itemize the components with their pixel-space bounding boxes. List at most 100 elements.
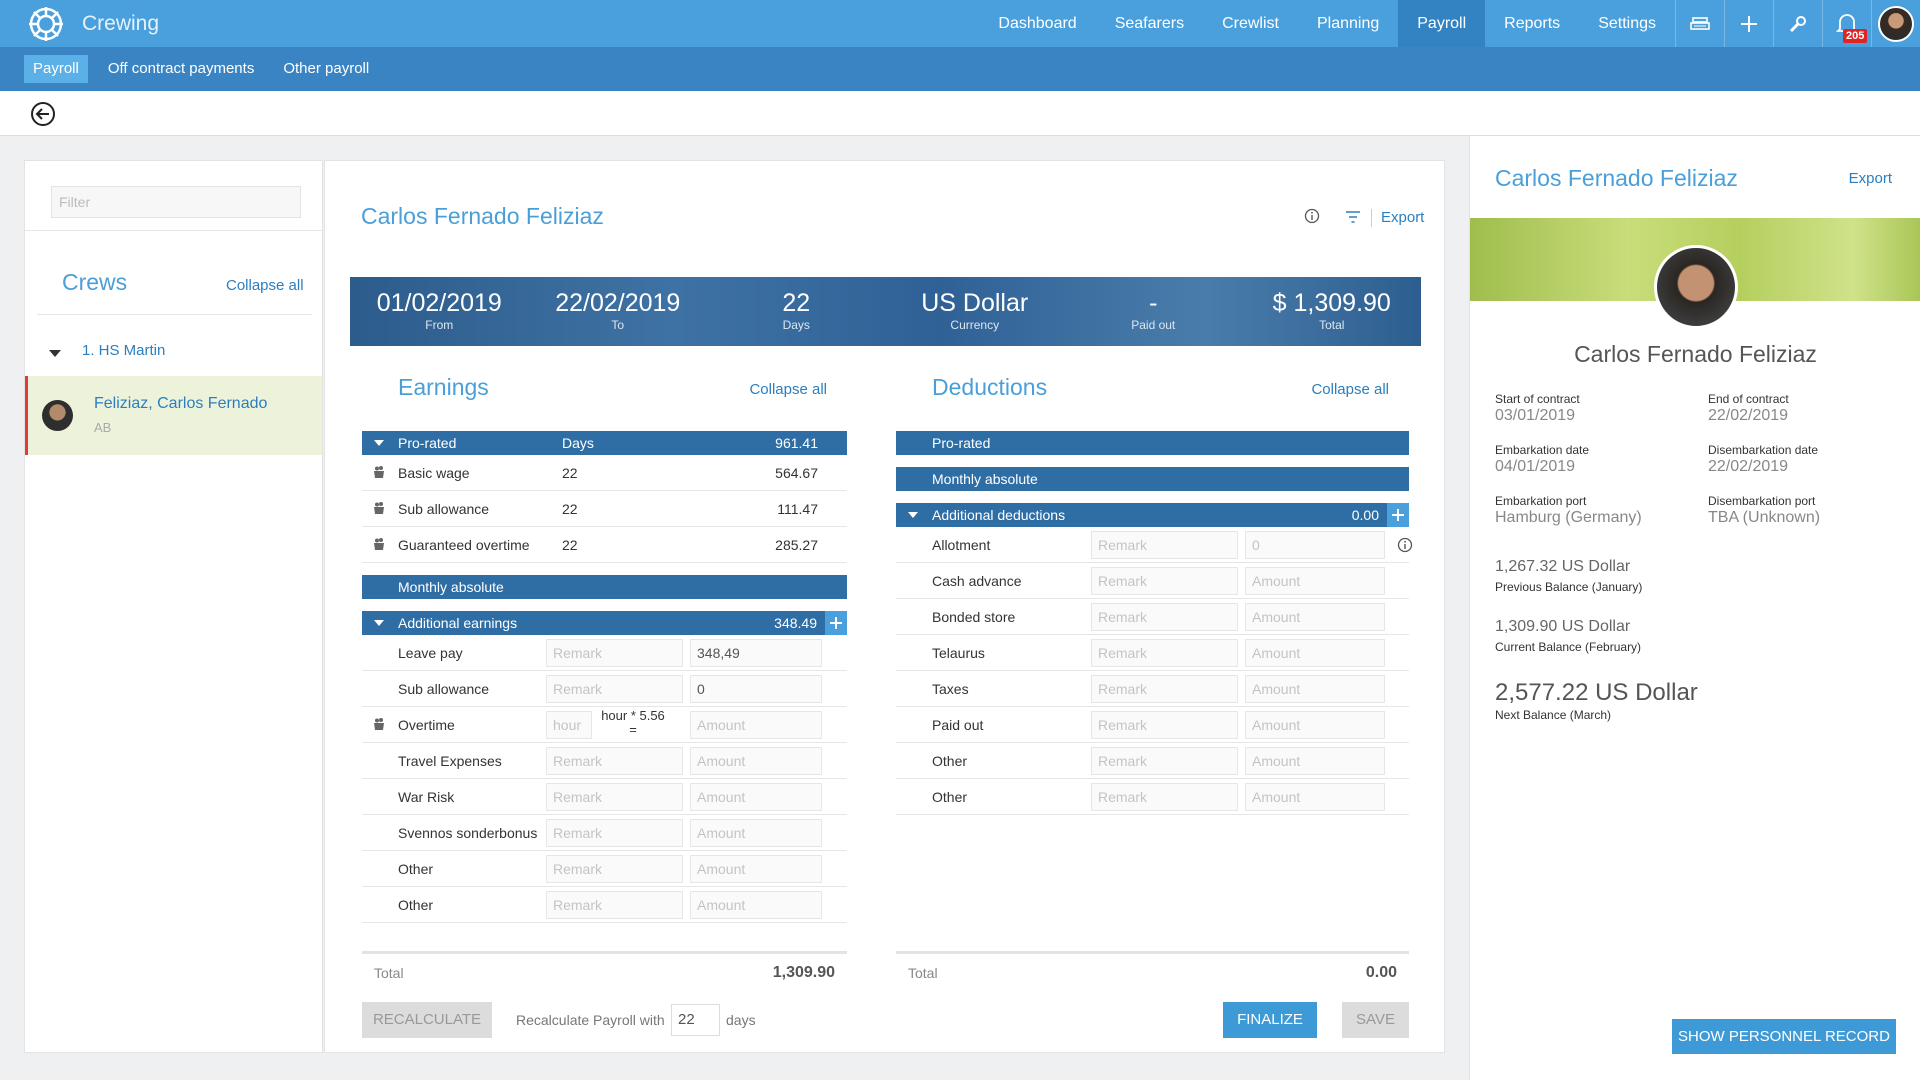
remark-input[interactable]: Remark	[546, 891, 683, 919]
amount-input[interactable]: Amount	[690, 783, 822, 811]
add-button[interactable]	[825, 611, 847, 635]
nav-item[interactable]: Crewlist	[1222, 15, 1279, 32]
caret	[374, 619, 384, 627]
collapse-all[interactable]: Collapse all	[226, 277, 304, 294]
amount-input[interactable]: Amount	[690, 711, 822, 739]
remark-input[interactable]: Remark	[1091, 711, 1238, 739]
icon-button[interactable]	[1724, 0, 1773, 47]
row-days: 22	[562, 465, 578, 481]
days-input[interactable]: 22	[671, 1004, 720, 1036]
save-button[interactable]: SAVE	[1342, 1002, 1409, 1038]
summary-item: 01/02/2019 From	[350, 277, 529, 346]
row-name: Other	[398, 897, 434, 913]
profile-title: Carlos Fernado Feliziaz	[1495, 165, 1738, 191]
personnel-record-button[interactable]: SHOW PERSONNEL RECORD	[1672, 1019, 1896, 1054]
export-link[interactable]: Export	[1381, 209, 1425, 226]
payroll-panel: Carlos Fernado Feliziaz Export 01/02/2019 F…	[324, 160, 1445, 1053]
collapse-all[interactable]: Collapse all	[749, 381, 827, 398]
logo	[27, 5, 65, 43]
balance-value: 1,267.32 US Dollar	[1495, 558, 1631, 575]
nav-item[interactable]: Seafarers	[1114, 15, 1185, 32]
recalculate-button[interactable]: RECALCULATE	[362, 1002, 492, 1038]
back-button[interactable]	[30, 101, 56, 127]
icon-button[interactable]: 205	[1822, 0, 1871, 47]
plus-icon	[1392, 509, 1404, 521]
sub-nav-item[interactable]: Payroll	[24, 55, 88, 83]
icon-part	[1311, 211, 1313, 214]
filter-button[interactable]	[1345, 210, 1361, 229]
group-label: Pro-rated	[932, 435, 991, 451]
amount-input[interactable]: Amount	[690, 819, 822, 847]
remark-input[interactable]: Remark	[1091, 747, 1238, 775]
group-header[interactable]: Monthly absolute	[362, 575, 847, 599]
unit-input[interactable]: hour	[546, 711, 592, 739]
remark-input[interactable]: Remark	[546, 783, 683, 811]
amount-input[interactable]: Amount	[690, 855, 822, 883]
top-nav: Crewing Dashboard Seafarers Crewlist Plannin…	[0, 0, 1920, 47]
remark-input[interactable]: Remark	[546, 639, 683, 667]
field-value: 03/01/2019	[1495, 407, 1576, 424]
separator	[1371, 209, 1372, 227]
icon	[1789, 15, 1806, 32]
amount-input[interactable]: Amount	[1245, 747, 1385, 775]
crew-group[interactable]: 1. HS Martin	[25, 339, 322, 363]
remark-input[interactable]: Remark	[546, 855, 683, 883]
add-button[interactable]	[1387, 503, 1409, 527]
nav-item[interactable]: Planning	[1316, 15, 1380, 32]
info-button[interactable]	[1397, 537, 1413, 553]
row-name: Sub allowance	[398, 501, 490, 517]
amount-input[interactable]: 348,49	[690, 639, 822, 667]
group-header[interactable]: Additional earnings 348.49	[362, 611, 847, 635]
row: Allotment Remark 0	[896, 527, 1413, 563]
group-header[interactable]: Monthly absolute	[896, 467, 1409, 491]
remark-input[interactable]: Remark	[1091, 675, 1238, 703]
amount-input[interactable]: Amount	[1245, 675, 1385, 703]
profile-name: Carlos Fernado Feliziaz	[1574, 341, 1817, 367]
remark-input[interactable]: Remark	[546, 747, 683, 775]
user-avatar[interactable]	[1871, 0, 1920, 47]
amount-input[interactable]: Amount	[1245, 783, 1385, 811]
sub-nav-item[interactable]: Off contract payments	[107, 60, 255, 77]
amount-input[interactable]: Amount	[1245, 603, 1385, 631]
amount-input[interactable]: Amount	[1245, 639, 1385, 667]
icon-button[interactable]	[1773, 0, 1822, 47]
icon-button[interactable]	[1675, 0, 1724, 47]
row-icon	[372, 717, 386, 731]
remark-input[interactable]: Remark	[1091, 603, 1238, 631]
group-header[interactable]: Additional deductions 0.00	[896, 503, 1409, 527]
amount-input[interactable]: Amount	[1245, 711, 1385, 739]
remark-input[interactable]: Remark	[546, 819, 683, 847]
divider	[37, 314, 312, 315]
info-button[interactable]	[1304, 208, 1320, 229]
group-header[interactable]: Pro-rated	[896, 431, 1409, 455]
amount-input[interactable]: Amount	[690, 891, 822, 919]
finalize-button[interactable]: FINALIZE	[1223, 1002, 1317, 1038]
amount-input[interactable]: 0	[1245, 531, 1385, 559]
amount-input[interactable]: Amount	[1245, 567, 1385, 595]
icon-part	[375, 718, 379, 723]
row-icon	[372, 465, 386, 479]
nav-item[interactable]: Dashboard	[998, 15, 1077, 32]
remark-input[interactable]: Remark	[1091, 531, 1238, 559]
row-icon	[374, 538, 384, 550]
remark-input[interactable]: Remark	[1091, 639, 1238, 667]
remark-input[interactable]: Remark	[1091, 783, 1238, 811]
remark-input[interactable]: Remark	[1091, 567, 1238, 595]
filter-input[interactable]: Filter	[51, 186, 301, 218]
sub-nav-item[interactable]: Other payroll	[283, 60, 370, 77]
group-label: Additional earnings	[398, 615, 518, 631]
total-line	[896, 951, 1409, 954]
icon-part	[379, 502, 383, 506]
amount-input[interactable]: Amount	[690, 747, 822, 775]
amount-input[interactable]: 0	[690, 675, 822, 703]
export-link[interactable]: Export	[1848, 170, 1892, 187]
nav-item[interactable]: Reports	[1504, 15, 1561, 32]
nav-item[interactable]: Payroll	[1398, 0, 1486, 47]
collapse-all[interactable]: Collapse all	[1311, 381, 1389, 398]
row-name: Guaranteed overtime	[398, 537, 530, 553]
total-value: 0.00	[1365, 964, 1397, 981]
nav-item[interactable]: Settings	[1598, 15, 1656, 32]
crew-member[interactable]: Feliziaz, Carlos Fernado AB	[25, 376, 322, 455]
remark-input[interactable]: Remark	[546, 675, 683, 703]
group-header[interactable]: Pro-rated Days 961.41	[362, 431, 847, 455]
